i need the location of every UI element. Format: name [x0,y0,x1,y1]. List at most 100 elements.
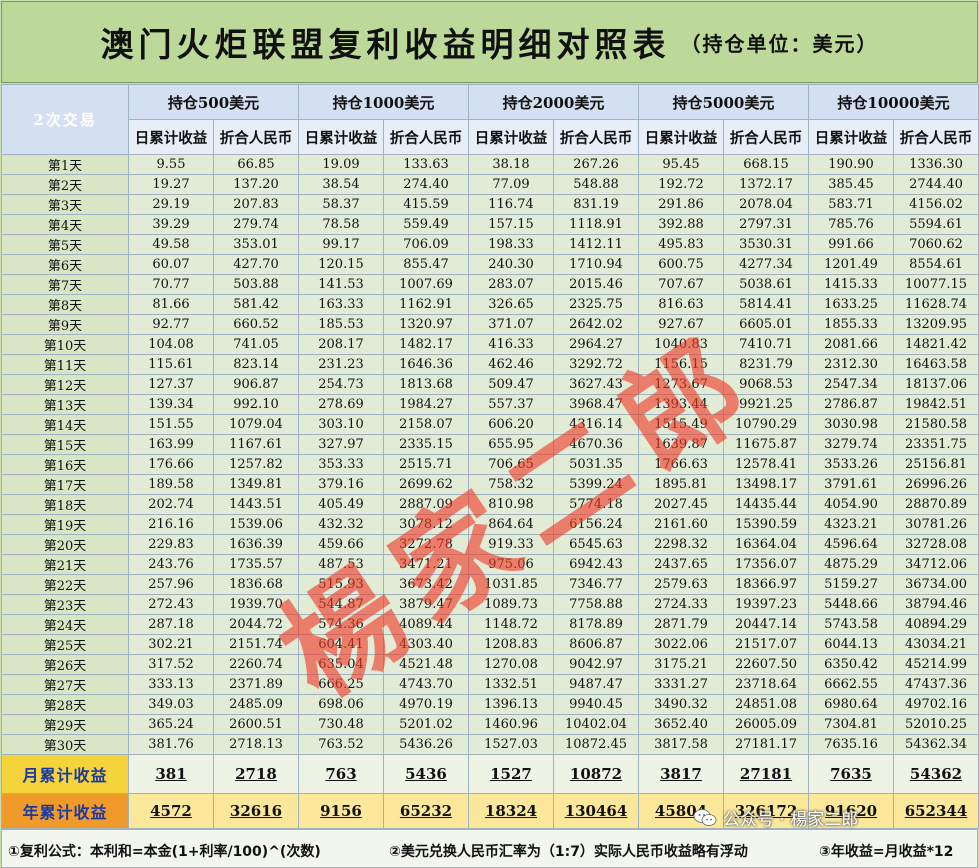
total-cell: 65232 [383,793,469,829]
table-cell: 141.53 [298,274,384,295]
table-cell: 906.87 [213,374,299,395]
table-cell: 43034.21 [893,634,979,655]
table-cell: 655.95 [468,434,554,455]
day-label: 第17天 [1,474,129,495]
table-row: 第3天 29.19 207.83 58.37 415.59 116.74 831.19 291… [1,194,979,215]
total-cell: 5436 [383,754,469,794]
day-label: 第15天 [1,434,129,455]
table-cell: 2642.02 [553,314,639,335]
group-header: 持仓500美元 [128,84,299,120]
table-cell: 4875.29 [808,554,894,575]
group-header-row: 2次交易 持仓500美元 持仓1000美元 持仓2000美元 持仓5000美元 持仓10… [1,84,979,155]
profit-table: 2次交易 持仓500美元 持仓1000美元 持仓2000美元 持仓5000美元 持仓10… [1,84,979,829]
table-row: 第7天 70.77 503.88 141.53 1007.69 283.07 2015.46… [1,274,979,295]
table-cell: 2964.27 [553,334,639,355]
table-row: 第6天 60.07 427.70 120.15 855.47 240.30 1710.94 6… [1,254,979,275]
table-cell: 515.93 [298,574,384,595]
table-cell: 1646.36 [383,354,469,375]
table-cell: 9487.47 [553,674,639,695]
day-label: 第25天 [1,634,129,655]
table-cell: 207.83 [213,194,299,215]
table-cell: 5201.02 [383,714,469,735]
table-cell: 116.74 [468,194,554,215]
table-cell: 365.24 [128,714,214,735]
table-cell: 6605.01 [723,314,809,335]
table-cell: 120.15 [298,254,384,275]
column-header: 折合人民币 [383,119,469,155]
table-cell: 2312.30 [808,354,894,375]
table-cell: 353.33 [298,454,384,475]
table-cell: 698.06 [298,694,384,715]
total-cell: 10872 [553,754,639,794]
table-cell: 36734.00 [893,574,979,595]
column-header: 日累计收益 [638,119,724,155]
total-cell: 1527 [468,754,554,794]
table-cell: 5399.24 [553,474,639,495]
table-cell: 231.23 [298,354,384,375]
day-label: 第4天 [1,214,129,235]
table-cell: 559.49 [383,214,469,235]
total-cell: 18324 [468,793,554,829]
column-header: 折合人民币 [553,119,639,155]
wechat-mark: 公众号 · 楊家二郎 [693,805,858,830]
table-cell: 544.87 [298,594,384,615]
table-cell: 58.37 [298,194,384,215]
table-cell: 157.15 [468,214,554,235]
table-cell: 5448.66 [808,594,894,615]
table-cell: 6545.63 [553,534,639,555]
table-cell: 2260.74 [213,654,299,675]
table-cell: 2887.09 [383,494,469,515]
table-cell: 1633.25 [808,294,894,315]
table-cell: 1201.49 [808,254,894,275]
table-cell: 2371.89 [213,674,299,695]
table-cell: 1939.70 [213,594,299,615]
group-header: 持仓10000美元 [808,84,979,120]
table-cell: 176.66 [128,454,214,475]
table-cell: 21580.58 [893,414,979,435]
table-cell: 1639.87 [638,434,724,455]
table-cell: 3331.27 [638,674,724,695]
table-cell: 5774.18 [553,494,639,515]
table-cell: 2437.65 [638,554,724,575]
table-cell: 34712.06 [893,554,979,575]
table-cell: 1040.83 [638,334,724,355]
day-label: 第3天 [1,194,129,215]
table-cell: 38.18 [468,154,554,175]
total-cell: 326172 [723,793,809,829]
table-cell: 6044.13 [808,634,894,655]
table-cell: 381.76 [128,734,214,755]
table-cell: 1393.44 [638,394,724,415]
table-cell: 27181.17 [723,734,809,755]
table-cell: 927.67 [638,314,724,335]
table-cell: 385.45 [808,174,894,195]
table-cell: 668.15 [723,154,809,175]
table-cell: 707.67 [638,274,724,295]
wechat-mark-text: 公众号 · 楊家二郎 [723,810,859,830]
group-header: 持仓5000美元 [638,84,809,120]
table-cell: 2699.62 [383,474,469,495]
table-cell: 40894.29 [893,614,979,635]
table-cell: 3530.31 [723,234,809,255]
table-cell: 16364.04 [723,534,809,555]
table-cell: 1735.57 [213,554,299,575]
total-cell: 3817 [638,754,724,794]
table-cell: 25156.81 [893,454,979,475]
column-header: 日累计收益 [298,119,384,155]
table-row: 第28天 349.03 2485.09 698.06 4970.19 1396.13 994… [1,694,979,715]
table-cell: 415.59 [383,194,469,215]
table-cell: 459.66 [298,534,384,555]
table-cell: 229.83 [128,534,214,555]
table-row: 第10天 104.08 741.05 208.17 1482.17 416.33 2964.… [1,334,979,355]
table-cell: 39.29 [128,214,214,235]
day-label: 第19天 [1,514,129,535]
table-cell: 1372.17 [723,174,809,195]
table-cell: 7635.16 [808,734,894,755]
table-cell: 26005.09 [723,714,809,735]
table-cell: 1710.94 [553,254,639,275]
table-cell: 18137.06 [893,374,979,395]
table-cell: 115.61 [128,354,214,375]
table-cell: 190.90 [808,154,894,175]
day-label: 第29天 [1,714,129,735]
table-cell: 19397.23 [723,594,809,615]
